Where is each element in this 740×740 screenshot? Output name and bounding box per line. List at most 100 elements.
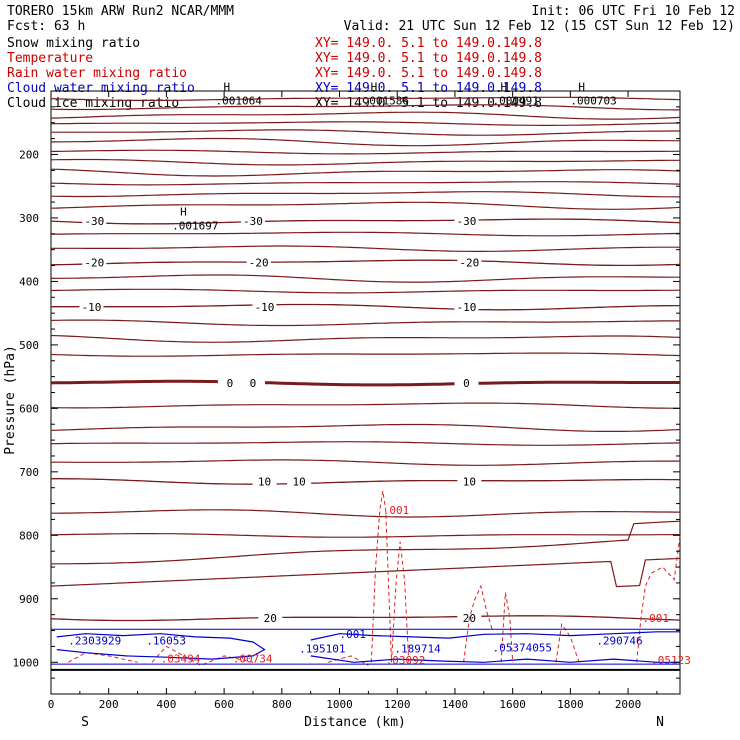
isotherm-line	[51, 129, 680, 136]
isotherm-label: -10	[81, 301, 101, 314]
isotherm-label-bg	[240, 214, 265, 227]
isotherm-label-bg	[454, 214, 479, 227]
y-tick-label: 1000	[13, 656, 40, 669]
isotherm-line	[50, 191, 681, 198]
header-model: TORERO 15km ARW Run2 NCAR/MMM	[7, 4, 234, 19]
maximum-label: .001	[642, 612, 669, 625]
isotherm-line	[50, 533, 680, 538]
rain-contour	[370, 490, 392, 663]
isotherm-line	[50, 201, 681, 210]
maximum-label: .001	[383, 504, 410, 517]
legend-label-snow: Snow mixing ratio	[7, 36, 140, 51]
maximum-label: .001697	[172, 220, 218, 233]
isotherm-line	[50, 319, 680, 327]
end-label-right: N	[656, 715, 664, 730]
isotherm-label-bg	[454, 375, 479, 388]
x-tick-label: 200	[99, 698, 119, 711]
isotherm--10	[50, 303, 680, 311]
isotherm-label: -20	[84, 256, 104, 269]
isotherm-label: 10	[463, 475, 476, 488]
isotherm-label: 20	[264, 612, 277, 625]
isotherm-label-bg	[82, 255, 107, 268]
x-tick-label: 1000	[326, 698, 353, 711]
y-tick-label: 400	[19, 275, 39, 288]
maximum-marker: H	[180, 206, 187, 219]
cloud-water-contour	[310, 631, 680, 641]
isotherm-label: -20	[249, 256, 269, 269]
x-axis-title: Distance (km)	[304, 715, 406, 730]
y-tick-label: 800	[19, 529, 39, 542]
low-level-label: .189714	[394, 643, 441, 656]
x-tick-label: 1200	[384, 698, 411, 711]
isotherm-line	[50, 149, 681, 155]
low-level-label: .05374055	[492, 641, 552, 654]
x-tick-label: 1400	[442, 698, 469, 711]
legend-xy-rain: XY= 149.0. 5.1 to 149.0.149.8	[315, 66, 542, 81]
rain-contour	[151, 645, 254, 666]
isotherm-label-bg	[287, 474, 312, 487]
rain-contour	[555, 622, 580, 663]
maximum-marker: H	[223, 81, 230, 94]
end-label-left: S	[81, 715, 89, 730]
isotherm-label-bg	[217, 375, 242, 388]
isotherm-label-bg	[457, 255, 482, 268]
isotherm-line	[50, 557, 681, 588]
rain-contour	[391, 541, 410, 663]
isotherm-label: -30	[243, 215, 263, 228]
isotherm-0	[50, 379, 680, 387]
isotherm-label: -30	[457, 215, 477, 228]
isotherm-line	[50, 402, 680, 409]
legend-xy-cloud-ice: XY= 149.0. 5.1 to 149.0.149.8	[315, 96, 542, 111]
legend-label-cloud-ice: Cloud ice mixing ratio	[7, 96, 179, 111]
low-level-label: .2303929	[68, 634, 121, 647]
maximum-label: .001064	[215, 95, 262, 108]
axis-layer: 0 200 400 600 800 1000 1200 1400 1600 1800 2000200…	[13, 91, 680, 711]
x-tick-label: 800	[272, 698, 292, 711]
isotherm-line	[50, 231, 681, 237]
isotherm-line	[50, 334, 681, 343]
y-axis-title: Pressure (hPa)	[3, 345, 18, 455]
x-tick-label: 0	[48, 698, 55, 711]
low-level-label: .03092	[386, 654, 426, 667]
isotherm-label: 0	[463, 377, 470, 390]
isotherm-label-bg	[457, 474, 482, 487]
isotherm-line	[51, 509, 680, 518]
isotherm-label-bg	[79, 299, 104, 312]
isotherm-line	[50, 423, 681, 432]
y-tick-label: 300	[19, 212, 39, 225]
isotherm-label: 0	[250, 377, 257, 390]
maximum-marker: H	[371, 81, 378, 94]
isotherm-line	[50, 111, 681, 120]
low-level-label: .00734	[233, 652, 273, 665]
isotherm-line	[50, 96, 681, 101]
x-tick-label: 1800	[557, 698, 584, 711]
isotherm-label-bg	[454, 299, 479, 312]
low-level-label: .16053	[146, 634, 186, 647]
isotherm-label: -30	[84, 215, 104, 228]
low-level-label: .290746	[596, 634, 642, 647]
low-level-label: .03494	[161, 652, 201, 665]
y-tick-label: 500	[19, 339, 39, 352]
legend: Snow mixing ratio XY= 149.0. 5.1 to 149.…	[7, 36, 542, 111]
isotherm-line	[50, 181, 681, 186]
low-level-label: .001	[340, 628, 367, 641]
isotherm-label: -20	[459, 256, 479, 269]
header-valid: Valid: 21 UTC Sun 12 Feb 12 (15 CST Sun …	[344, 19, 735, 34]
rain-contour	[636, 535, 681, 663]
isotherm-line	[50, 441, 681, 446]
legend-xy-snow: XY= 149.0. 5.1 to 149.0.149.8	[315, 36, 542, 51]
rain-contour	[68, 652, 138, 663]
maximum-label: .000491	[492, 95, 538, 108]
legend-label-temperature: Temperature	[7, 51, 93, 66]
rain-contour	[463, 584, 493, 663]
isotherm-label: -10	[457, 301, 477, 314]
isotherm-label: -10	[255, 301, 275, 314]
isotherm--30	[50, 218, 681, 225]
isotherm--20	[50, 259, 681, 267]
x-tick-label: 400	[156, 698, 176, 711]
isotherm-line	[50, 121, 681, 126]
header-fcst: Fcst: 63 h	[7, 19, 85, 34]
isotherm-label: 0	[227, 377, 234, 390]
legend-label-cloud-water: Cloud water mixing ratio	[7, 81, 195, 96]
